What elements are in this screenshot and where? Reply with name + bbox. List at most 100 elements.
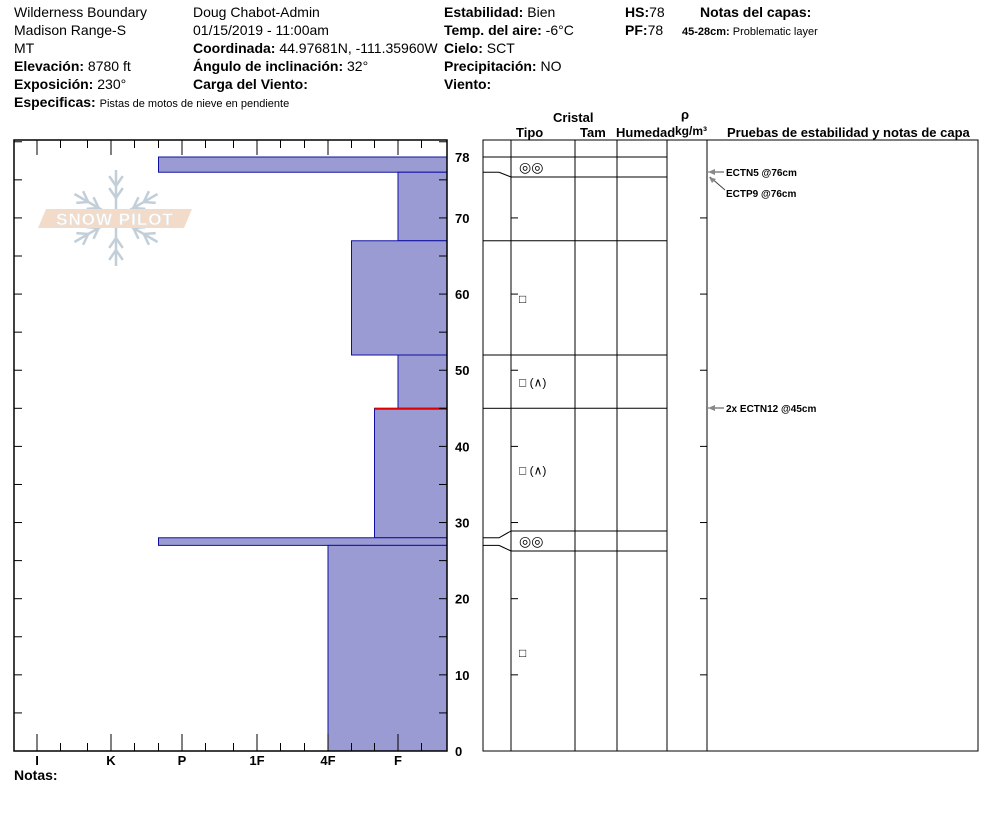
- depth-tick-label: 40: [455, 439, 469, 454]
- notes-label: Notas:: [14, 767, 58, 783]
- sky-label: Cielo:: [444, 40, 483, 56]
- faceted-depth-hoar-icon: □ (∧): [519, 376, 546, 390]
- pf: PF:78: [625, 22, 663, 38]
- coord-label: Coordinada:: [193, 40, 276, 56]
- hardness-bar: [158, 156, 448, 173]
- coordinates: Coordinada: 44.97681N, -111.35960W: [193, 40, 438, 56]
- hardness-bar: [327, 544, 448, 752]
- pf-label: PF:: [625, 22, 648, 38]
- wind: Viento:: [444, 76, 491, 92]
- test-arrowhead: [708, 405, 715, 411]
- flake-branch: [76, 200, 89, 205]
- stability: Estabilidad: Bien: [444, 4, 555, 20]
- hs: HS:78: [625, 4, 665, 20]
- depth-tick-label: 30: [455, 516, 469, 531]
- slope-value: 32°: [347, 58, 369, 74]
- stability-value: Bien: [527, 4, 556, 20]
- windload-label: Carga del Viento:: [193, 76, 308, 92]
- aspect-value: 230°: [97, 76, 127, 92]
- sky: Cielo: SCT: [444, 40, 515, 56]
- moisture-header: Humedad: [616, 125, 676, 140]
- hardness-tick-label: 1F: [249, 753, 264, 768]
- depth-connector: [498, 530, 512, 539]
- air-temp: Temp. del aire: -6°C: [444, 22, 574, 38]
- flake-branch: [108, 175, 118, 187]
- range: Madison Range-S: [14, 22, 127, 38]
- hs-value: 78: [649, 4, 665, 20]
- flake-branch: [132, 227, 140, 240]
- flake-branch: [114, 187, 124, 199]
- depth-connector: [498, 544, 512, 552]
- flake-branch: [143, 200, 156, 205]
- flake-branch: [76, 231, 89, 236]
- flake-branch: [108, 249, 118, 261]
- melt-forms-clustered-icon: ◎◎: [519, 159, 543, 175]
- wind-load: Carga del Viento:: [193, 76, 308, 92]
- test-arrowhead: [708, 169, 715, 175]
- airtemp-value: -6°C: [545, 22, 574, 38]
- hs-label: HS:: [625, 4, 650, 20]
- stability-test-label: 2x ECTN12 @45cm: [726, 404, 816, 415]
- hardness-bar: [374, 407, 448, 539]
- flake-branch: [81, 233, 90, 246]
- hardness-tick-label: 4F: [320, 753, 335, 768]
- flake-branch: [81, 190, 90, 203]
- depth-tick-label: 60: [455, 287, 469, 302]
- flake-branch: [132, 196, 140, 209]
- flake-branch: [114, 175, 124, 187]
- elevation-value: 8780 ft: [87, 58, 131, 74]
- table-frame: [482, 139, 979, 752]
- state: MT: [14, 40, 35, 56]
- flake-branch: [108, 187, 118, 199]
- elevation-label: Elevación:: [14, 58, 85, 74]
- type-header: Tipo: [516, 125, 544, 140]
- flake-branch: [92, 227, 100, 240]
- snowpilot-logo: SNOW PILOT: [38, 170, 192, 266]
- faceted-depth-hoar-icon: □ (∧): [519, 464, 546, 478]
- stability-test-label: ECTP9 @76cm: [726, 189, 796, 200]
- location: Wilderness Boundary: [14, 4, 148, 20]
- flake-branch: [142, 233, 151, 246]
- coord-value: 44.97681N, -111.35960W: [279, 40, 438, 56]
- pf-value: 78: [647, 22, 664, 38]
- precip-label: Precipitación:: [444, 58, 537, 74]
- depth-tick-label: 10: [455, 668, 469, 683]
- airtemp-label: Temp. del aire:: [444, 22, 542, 38]
- size-header: Tam: [580, 125, 606, 140]
- flake-branch: [114, 249, 124, 261]
- hardness-bar: [397, 354, 448, 409]
- layer-note-text: Problematic layer: [732, 26, 818, 38]
- svg-text:SNOW PILOT: SNOW PILOT: [56, 210, 174, 229]
- aspect: Exposición: 230°: [14, 76, 126, 92]
- layer-note: 45-28cm: Problematic layer: [682, 24, 818, 40]
- faceted-icon: □: [519, 646, 526, 660]
- flake-branch: [114, 237, 124, 249]
- depth-tick-label: 20: [455, 592, 469, 607]
- flake-branch: [133, 206, 146, 211]
- slope-angle: Ángulo de inclinación: 32°: [193, 58, 368, 74]
- crystal-header: Cristal: [553, 110, 594, 125]
- plot-frame: [13, 139, 448, 752]
- hardness-bar: [158, 537, 448, 546]
- flake-branch: [143, 231, 156, 236]
- depth-tick-label: 0: [455, 744, 462, 759]
- test-arrowhead: [709, 177, 716, 183]
- sky-value: SCT: [486, 40, 515, 56]
- hardness-tick-label: F: [394, 753, 402, 768]
- stability-test-label: ECTN5 @76cm: [726, 168, 797, 179]
- flake-branch: [142, 190, 151, 203]
- hardness-tick-label: K: [106, 753, 116, 768]
- hardness-tick-label: I: [35, 753, 39, 768]
- aspect-label: Exposición:: [14, 76, 94, 92]
- depth-tick-label: 50: [455, 363, 469, 378]
- layer-note-range: 45-28cm:: [682, 26, 730, 38]
- specifics-value: Pistas de motos de nieve en pendiente: [99, 98, 290, 110]
- wind-label: Viento:: [444, 76, 492, 92]
- flake-branch: [86, 206, 99, 211]
- observer: Doug Chabot-Admin: [193, 4, 320, 20]
- slope-label: Ángulo de inclinación:: [193, 58, 344, 74]
- melt-forms-clustered-icon: ◎◎: [519, 533, 543, 549]
- depth-tick-label: 78: [455, 150, 469, 165]
- precip-value: NO: [540, 58, 562, 74]
